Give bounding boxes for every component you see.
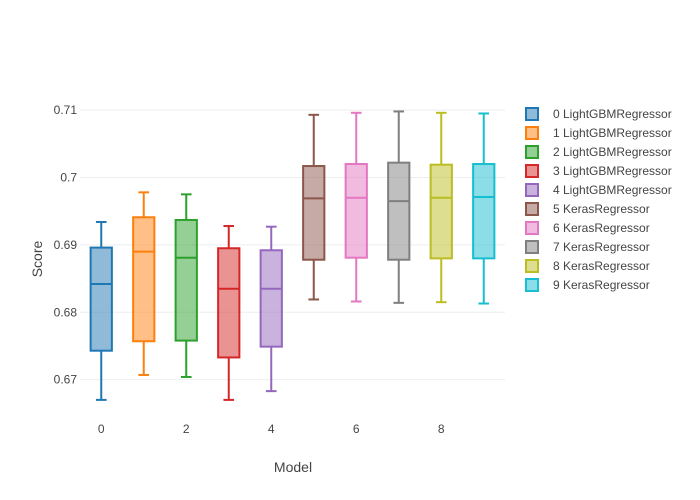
- box-body: [259, 249, 283, 348]
- y-axis-title: Score: [29, 241, 45, 278]
- x-tick-label: 0: [98, 422, 105, 436]
- box-body: [387, 161, 411, 261]
- box-body: [217, 247, 241, 359]
- box-body: [429, 163, 453, 260]
- legend-swatch: [525, 126, 539, 140]
- legend-item-2[interactable]: 2 LightGBMRegressor: [525, 145, 672, 159]
- legend-item-4[interactable]: 4 LightGBMRegressor: [525, 183, 672, 197]
- legend-label: 1 LightGBMRegressor: [553, 126, 672, 140]
- legend-swatch: [525, 278, 539, 292]
- box-5[interactable]: [302, 113, 326, 301]
- legend-item-6[interactable]: 6 KerasRegressor: [525, 221, 650, 235]
- x-axis-title: Model: [274, 459, 312, 475]
- box-body: [302, 165, 326, 261]
- box-body: [132, 216, 156, 343]
- box-8[interactable]: [429, 111, 453, 304]
- legend-label: 3 LightGBMRegressor: [553, 164, 672, 178]
- box-body: [174, 218, 198, 342]
- legend-swatch: [525, 107, 539, 121]
- legend-label: 8 KerasRegressor: [553, 259, 650, 273]
- legend-item-5[interactable]: 5 KerasRegressor: [525, 202, 650, 216]
- legend-swatch: [525, 202, 539, 216]
- legend-swatch: [525, 145, 539, 159]
- legend-label: 5 KerasRegressor: [553, 202, 650, 216]
- legend-item-9[interactable]: 9 KerasRegressor: [525, 278, 650, 292]
- legend-swatch: [525, 259, 539, 273]
- box-body: [472, 163, 496, 260]
- box-series: [89, 110, 496, 401]
- box-body: [89, 246, 113, 352]
- box-4[interactable]: [259, 225, 283, 393]
- box-1[interactable]: [132, 191, 156, 376]
- x-tick-label: 8: [438, 422, 445, 436]
- box-3[interactable]: [217, 225, 241, 401]
- box-0[interactable]: [89, 220, 113, 401]
- x-tick-label: 4: [268, 422, 275, 436]
- x-axis-ticks: 0 2 4 6 8: [98, 422, 445, 436]
- legend-item-7[interactable]: 7 KerasRegressor: [525, 240, 650, 254]
- y-tick-label: 0.67: [54, 373, 78, 387]
- box-7[interactable]: [387, 110, 411, 304]
- legend-label: 7 KerasRegressor: [553, 240, 650, 254]
- legend-item-0[interactable]: 0 LightGBMRegressor: [525, 107, 672, 121]
- legend-swatch: [525, 221, 539, 235]
- y-tick-label: 0.69: [54, 238, 78, 252]
- box-6[interactable]: [344, 111, 368, 303]
- legend-label: 9 KerasRegressor: [553, 278, 650, 292]
- legend-label: 6 KerasRegressor: [553, 221, 650, 235]
- x-tick-label: 6: [353, 422, 360, 436]
- box-body: [344, 163, 368, 259]
- legend-item-3[interactable]: 3 LightGBMRegressor: [525, 164, 672, 178]
- legend-label: 0 LightGBMRegressor: [553, 107, 672, 121]
- y-tick-label: 0.71: [54, 103, 78, 117]
- legend-swatch: [525, 240, 539, 254]
- legend-label: 2 LightGBMRegressor: [553, 145, 672, 159]
- x-tick-label: 2: [183, 422, 190, 436]
- legend-swatch: [525, 183, 539, 197]
- y-axis-ticks: 0.67 0.68 0.69 0.7 0.71: [54, 103, 78, 387]
- y-tick-label: 0.7: [60, 171, 77, 185]
- box-9[interactable]: [472, 112, 496, 305]
- legend-label: 4 LightGBMRegressor: [553, 183, 672, 197]
- legend-swatch: [525, 164, 539, 178]
- legend-item-1[interactable]: 1 LightGBMRegressor: [525, 126, 672, 140]
- legend: 0 LightGBMRegressor 1 LightGBMRegressor 2 …: [525, 107, 672, 292]
- box-2[interactable]: [174, 193, 198, 378]
- y-tick-label: 0.68: [54, 305, 78, 319]
- legend-item-8[interactable]: 8 KerasRegressor: [525, 259, 650, 273]
